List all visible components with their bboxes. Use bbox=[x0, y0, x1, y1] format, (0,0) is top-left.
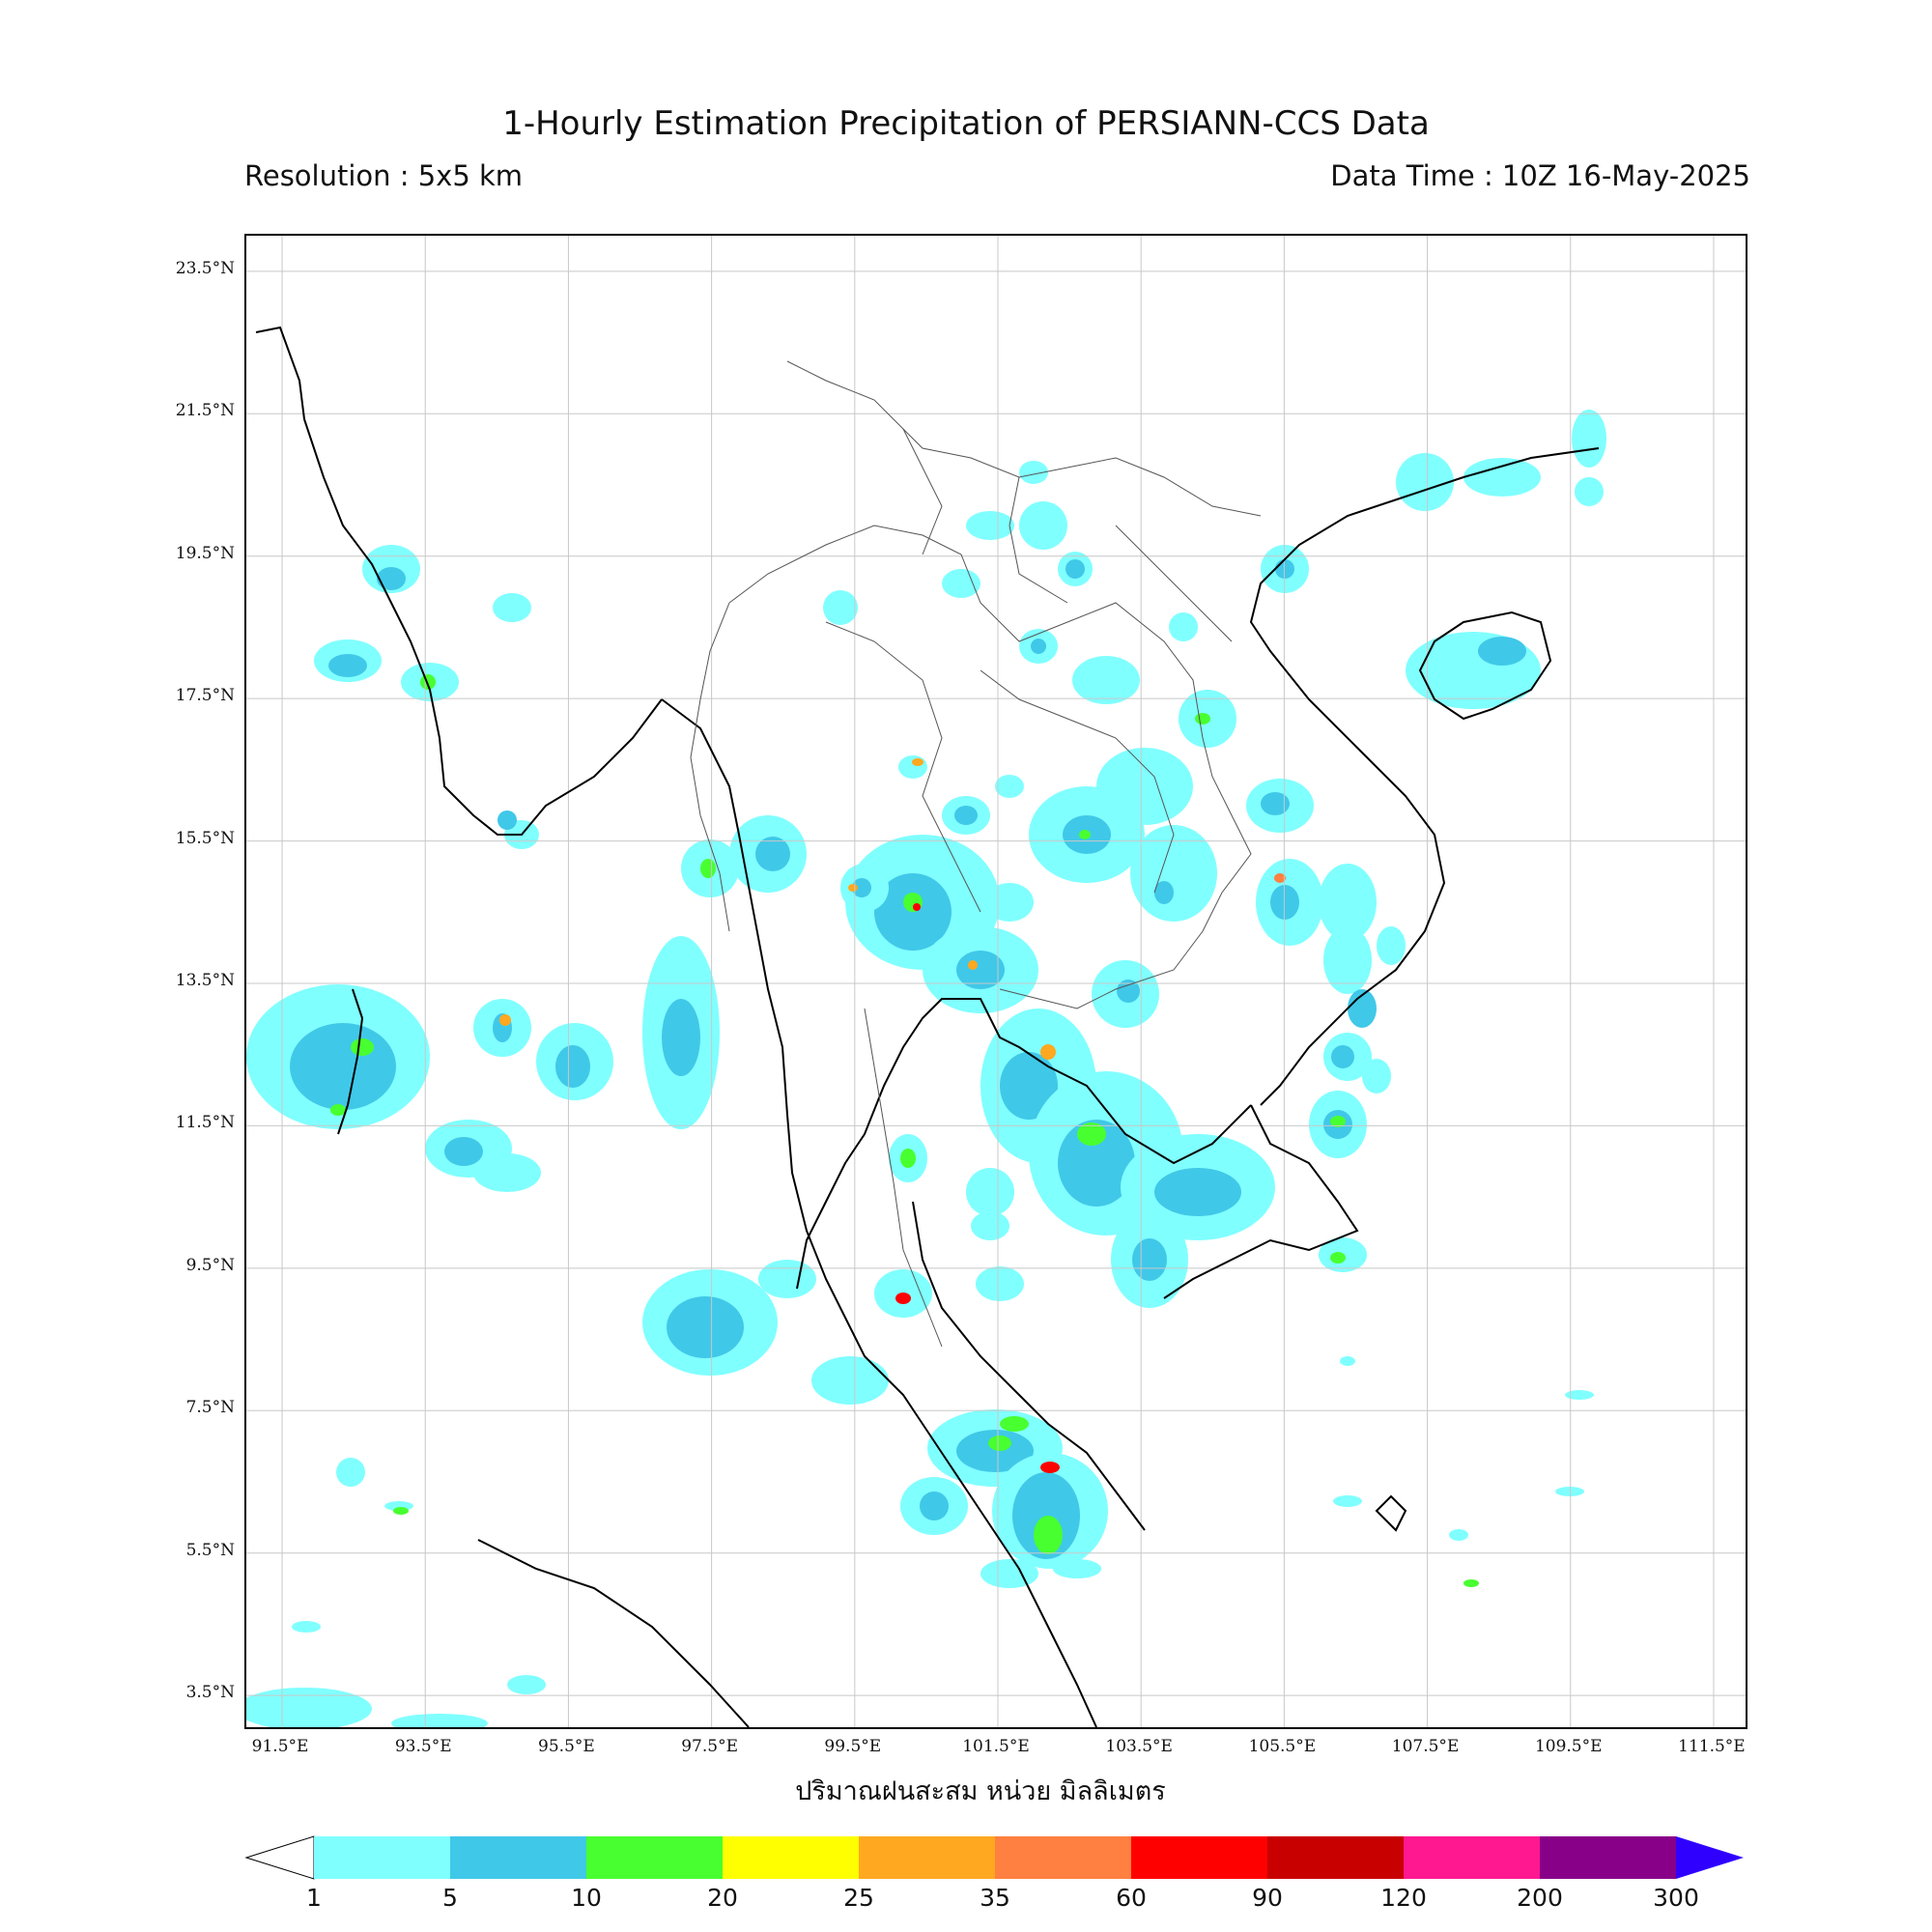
precipitation-map bbox=[246, 236, 1746, 1727]
colorbar-under-arrow bbox=[244, 1835, 315, 1880]
colorbar-segment bbox=[723, 1836, 859, 1879]
colorbar-tick-label: 1 bbox=[306, 1884, 322, 1912]
lat-label: 21.5°N bbox=[175, 401, 235, 421]
colorbar-segment bbox=[1267, 1836, 1404, 1879]
lon-label: 93.5°E bbox=[394, 1737, 452, 1756]
lon-label: 111.5°E bbox=[1678, 1737, 1746, 1756]
lon-label: 99.5°E bbox=[824, 1737, 882, 1756]
colorbar-tick-label: 10 bbox=[571, 1884, 602, 1912]
colorbar-segment bbox=[1404, 1836, 1540, 1879]
colorbar-tick-label: 35 bbox=[980, 1884, 1010, 1912]
colorbar-over-arrow bbox=[1676, 1836, 1744, 1879]
colorbar-tick-label: 90 bbox=[1252, 1884, 1283, 1912]
map-title: 1-Hourly Estimation Precipitation of PER… bbox=[502, 104, 1430, 143]
colorbar bbox=[244, 1835, 1744, 1880]
colorbar-segment bbox=[586, 1836, 723, 1879]
lon-label: 101.5°E bbox=[962, 1737, 1030, 1756]
lon-label: 95.5°E bbox=[538, 1737, 595, 1756]
colorbar-tick-label: 60 bbox=[1116, 1884, 1147, 1912]
colorbar-segment bbox=[450, 1836, 586, 1879]
colorbar-tick-label: 25 bbox=[843, 1884, 874, 1912]
colorbar-segment bbox=[859, 1836, 995, 1879]
colorbar-tick-label: 300 bbox=[1653, 1884, 1699, 1912]
lon-label: 109.5°E bbox=[1534, 1737, 1603, 1756]
lat-label: 11.5°N bbox=[175, 1113, 235, 1133]
lon-label: 107.5°E bbox=[1391, 1737, 1460, 1756]
lat-label: 13.5°N bbox=[175, 971, 235, 990]
colorbar-segment bbox=[995, 1836, 1131, 1879]
colorbar-tick-label: 120 bbox=[1380, 1884, 1427, 1912]
coastlines bbox=[255, 326, 1600, 1727]
colorbar-tick-label: 5 bbox=[442, 1884, 458, 1912]
resolution-label: Resolution : 5x5 km bbox=[244, 159, 524, 192]
graticule bbox=[246, 236, 1746, 1727]
lat-label: 19.5°N bbox=[175, 543, 235, 563]
lon-label: 103.5°E bbox=[1105, 1737, 1173, 1756]
colorbar-tick-label: 200 bbox=[1517, 1884, 1563, 1912]
lat-label: 15.5°N bbox=[175, 828, 235, 848]
lon-label: 91.5°E bbox=[251, 1737, 309, 1756]
colorbar-tick-label: 20 bbox=[707, 1884, 738, 1912]
lat-label: 3.5°N bbox=[185, 1683, 235, 1703]
precipitation-layer bbox=[246, 410, 1606, 1727]
lon-label: 97.5°E bbox=[681, 1737, 738, 1756]
lat-label: 17.5°N bbox=[175, 686, 235, 706]
data-time-label: Data Time : 10Z 16-May-2025 bbox=[1330, 159, 1750, 192]
lat-label: 7.5°N bbox=[185, 1398, 235, 1418]
lat-label: 23.5°N bbox=[175, 258, 235, 278]
map-panel bbox=[244, 234, 1747, 1729]
colorbar-segment bbox=[314, 1836, 450, 1879]
colorbar-segment bbox=[1131, 1836, 1267, 1879]
colorbar-segment bbox=[1540, 1836, 1676, 1879]
colorbar-unit-label: ปริมาณฝนสะสม หน่วย มิลลิเมตร bbox=[795, 1776, 1166, 1806]
lat-label: 9.5°N bbox=[185, 1255, 235, 1275]
lat-label: 5.5°N bbox=[185, 1540, 235, 1560]
lon-label: 105.5°E bbox=[1248, 1737, 1317, 1756]
admin-borders bbox=[690, 360, 1262, 1348]
